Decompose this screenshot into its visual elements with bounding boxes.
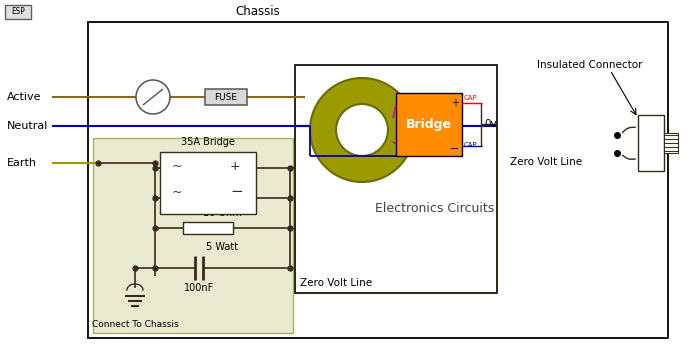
Circle shape: [136, 80, 170, 114]
Text: 10 Ohm: 10 Ohm: [203, 208, 241, 218]
Text: Zero Volt Line: Zero Volt Line: [510, 157, 582, 167]
Text: 35A Bridge: 35A Bridge: [181, 137, 235, 147]
Text: Bridge: Bridge: [406, 118, 452, 131]
Text: ~: ~: [172, 160, 182, 173]
Text: CAP: CAP: [464, 95, 477, 101]
Bar: [160, 152, 256, 214]
Text: FUSE: FUSE: [215, 93, 237, 101]
Text: Earth: Earth: [7, 158, 37, 168]
Text: Electronics Circuits: Electronics Circuits: [375, 203, 494, 216]
FancyBboxPatch shape: [638, 115, 664, 171]
Text: Insulated Connector: Insulated Connector: [537, 60, 643, 70]
Text: −: −: [230, 184, 243, 199]
Bar: [295, 65, 497, 293]
Text: ~: ~: [172, 186, 182, 199]
Bar: [205, 89, 247, 105]
Text: Chassis: Chassis: [235, 5, 281, 18]
Text: 0v: 0v: [484, 119, 497, 129]
Circle shape: [336, 104, 388, 156]
Bar: [183, 222, 233, 234]
Text: 100nF: 100nF: [184, 283, 214, 293]
Bar: [396, 93, 462, 156]
Text: +: +: [451, 98, 459, 108]
Circle shape: [310, 78, 414, 182]
Bar: [664, 133, 678, 153]
Text: Connect To Chassis: Connect To Chassis: [92, 320, 178, 329]
Bar: [88, 22, 668, 338]
Text: Zero Volt Line: Zero Volt Line: [300, 278, 372, 288]
Text: −: −: [450, 144, 459, 154]
Bar: [93, 138, 293, 333]
Text: ESP: ESP: [11, 7, 25, 16]
Text: 5 Watt: 5 Watt: [206, 242, 238, 252]
Text: Neutral: Neutral: [7, 121, 48, 131]
Text: +: +: [230, 160, 241, 173]
FancyBboxPatch shape: [5, 5, 31, 19]
Text: Active: Active: [7, 92, 41, 102]
Text: CAP: CAP: [464, 142, 477, 148]
